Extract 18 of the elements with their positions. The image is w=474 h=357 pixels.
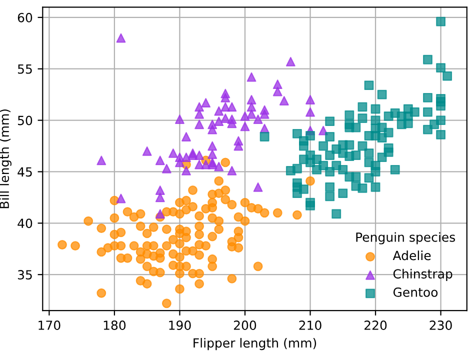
x-tick-label: 180 xyxy=(104,320,126,330)
y-tick-label: 50 xyxy=(18,116,32,126)
y-tick-label: 55 xyxy=(18,64,32,74)
x-tick-label: 190 xyxy=(169,320,191,330)
legend-title: Penguin species xyxy=(356,232,456,244)
y-tick-label: 35 xyxy=(18,270,32,280)
x-tick-label: 200 xyxy=(234,320,256,330)
x-tick-label: 210 xyxy=(299,320,322,330)
legend-label: Adelie xyxy=(392,250,431,260)
y-tick-label: 60 xyxy=(18,12,32,22)
legend-label: Chinstrap xyxy=(393,268,452,281)
x-tick-label: 220 xyxy=(364,320,387,330)
x-tick-label: 230 xyxy=(430,320,452,330)
x-axis-title: Flipper length (mm) xyxy=(194,338,316,350)
legend-label: Gentoo xyxy=(393,287,438,297)
y-tick-label: 45 xyxy=(18,167,32,177)
x-tick-label: 170 xyxy=(38,320,60,330)
y-tick-label: 40 xyxy=(18,218,32,228)
